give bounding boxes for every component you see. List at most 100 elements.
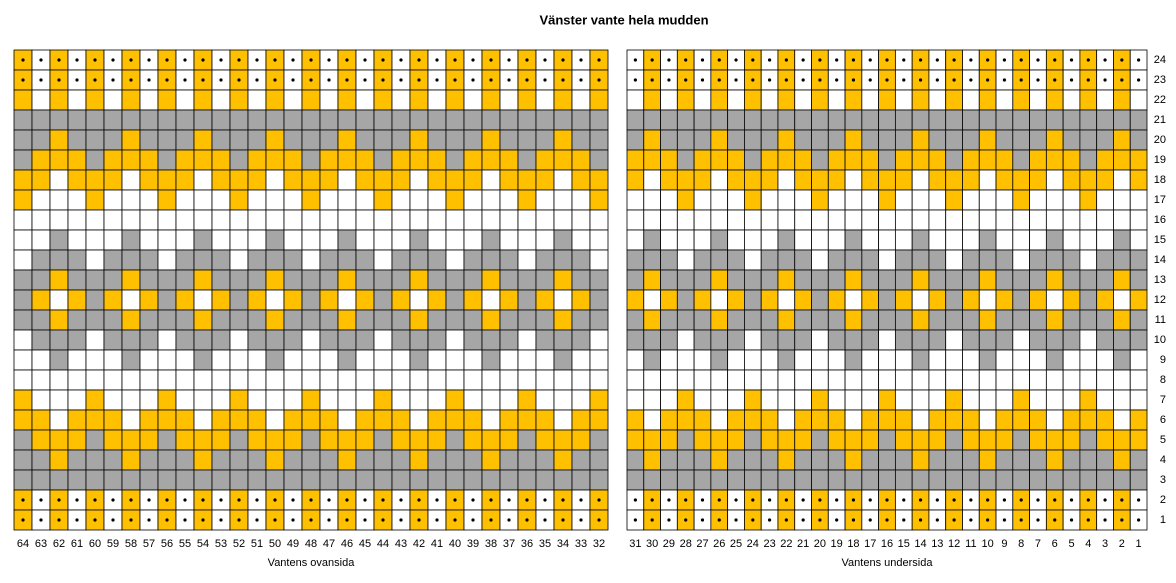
stitch-cell xyxy=(894,249,913,271)
stitch-cell xyxy=(157,189,177,211)
stitch-dot xyxy=(835,58,839,62)
stitch-cell xyxy=(911,409,930,431)
stitch-cell xyxy=(85,309,105,331)
stitch-cell xyxy=(727,269,745,291)
stitch-dot xyxy=(201,498,205,502)
stitch-cell xyxy=(911,269,930,291)
stitch-cell xyxy=(811,189,829,211)
stitch-dot xyxy=(633,58,637,62)
stitch-cell xyxy=(481,189,501,211)
stitch-cell xyxy=(229,189,249,211)
stitch-cell xyxy=(710,309,729,331)
stitch-cell xyxy=(553,289,573,311)
stitch-cell xyxy=(157,389,177,411)
stitch-dot xyxy=(667,78,671,82)
stitch-cell xyxy=(355,469,375,491)
stitch-cell xyxy=(49,289,69,311)
stitch-cell xyxy=(67,129,87,151)
stitch-dot xyxy=(165,498,169,502)
stitch-cell xyxy=(409,309,429,331)
stitch-dot xyxy=(417,58,421,62)
stitch-cell xyxy=(571,149,591,171)
stitch-cell xyxy=(962,129,980,151)
stitch-cell xyxy=(283,89,303,111)
panel-label: Vantens undersida xyxy=(842,557,934,569)
stitch-cell xyxy=(49,269,69,291)
stitch-cell xyxy=(589,189,609,211)
stitch-cell xyxy=(409,469,429,491)
stitch-cell xyxy=(463,109,483,131)
stitch-cell xyxy=(373,89,393,111)
stitch-cell xyxy=(337,349,357,371)
stitch-cell xyxy=(811,309,829,331)
column-number: 25 xyxy=(730,538,742,550)
stitch-cell xyxy=(301,309,321,331)
stitch-cell xyxy=(1029,289,1047,311)
stitch-cell xyxy=(1062,469,1081,491)
stitch-cell xyxy=(962,229,980,251)
stitch-cell xyxy=(978,269,997,291)
stitch-cell xyxy=(727,369,745,391)
stitch-cell xyxy=(827,89,846,111)
stitch-cell xyxy=(103,329,123,351)
stitch-cell xyxy=(945,89,963,111)
stitch-cell xyxy=(894,409,913,431)
stitch-cell xyxy=(1062,409,1081,431)
stitch-cell xyxy=(535,229,555,251)
stitch-cell xyxy=(427,409,447,431)
stitch-cell xyxy=(1045,349,1064,371)
stitch-cell xyxy=(517,429,537,451)
stitch-cell xyxy=(727,309,745,331)
row-number: 1 xyxy=(1160,514,1166,526)
stitch-cell xyxy=(31,469,51,491)
stitch-dot xyxy=(734,58,738,62)
stitch-cell xyxy=(1113,349,1131,371)
stitch-dot xyxy=(237,78,241,82)
stitch-cell xyxy=(211,409,231,431)
stitch-cell xyxy=(777,189,796,211)
stitch-cell xyxy=(794,449,812,471)
stitch-cell xyxy=(301,289,321,311)
stitch-cell xyxy=(760,269,779,291)
stitch-cell xyxy=(49,409,69,431)
stitch-cell xyxy=(1012,369,1030,391)
stitch-cell xyxy=(445,409,465,431)
stitch-cell xyxy=(409,229,429,251)
column-number: 54 xyxy=(197,538,209,550)
stitch-cell xyxy=(626,149,645,171)
stitch-dot xyxy=(969,518,973,522)
stitch-cell xyxy=(945,329,963,351)
column-number: 55 xyxy=(179,538,191,550)
stitch-cell xyxy=(1029,149,1047,171)
stitch-dot xyxy=(902,78,906,82)
stitch-cell xyxy=(928,169,947,191)
stitch-cell xyxy=(777,209,796,231)
stitch-cell xyxy=(911,149,930,171)
stitch-dot xyxy=(75,58,79,62)
stitch-cell xyxy=(1012,229,1030,251)
stitch-cell xyxy=(878,349,896,371)
stitch-cell xyxy=(1113,449,1131,471)
stitch-cell xyxy=(445,289,465,311)
stitch-cell xyxy=(861,189,880,211)
stitch-cell xyxy=(995,449,1014,471)
stitch-cell xyxy=(1079,469,1098,491)
stitch-cell xyxy=(744,129,762,151)
column-number: 28 xyxy=(680,538,692,550)
stitch-cell xyxy=(1096,289,1114,311)
stitch-cell xyxy=(693,429,712,451)
column-number: 35 xyxy=(539,538,551,550)
stitch-cell xyxy=(571,289,591,311)
stitch-cell xyxy=(283,449,303,471)
stitch-cell xyxy=(827,209,846,231)
stitch-cell xyxy=(139,449,159,471)
stitch-cell xyxy=(463,389,483,411)
stitch-cell xyxy=(978,329,997,351)
stitch-cell xyxy=(727,469,745,491)
stitch-cell xyxy=(1079,209,1098,231)
stitch-cell xyxy=(1113,469,1131,491)
stitch-dot xyxy=(767,518,772,522)
stitch-cell xyxy=(1079,429,1098,451)
stitch-cell xyxy=(391,349,411,371)
stitch-cell xyxy=(211,309,231,331)
